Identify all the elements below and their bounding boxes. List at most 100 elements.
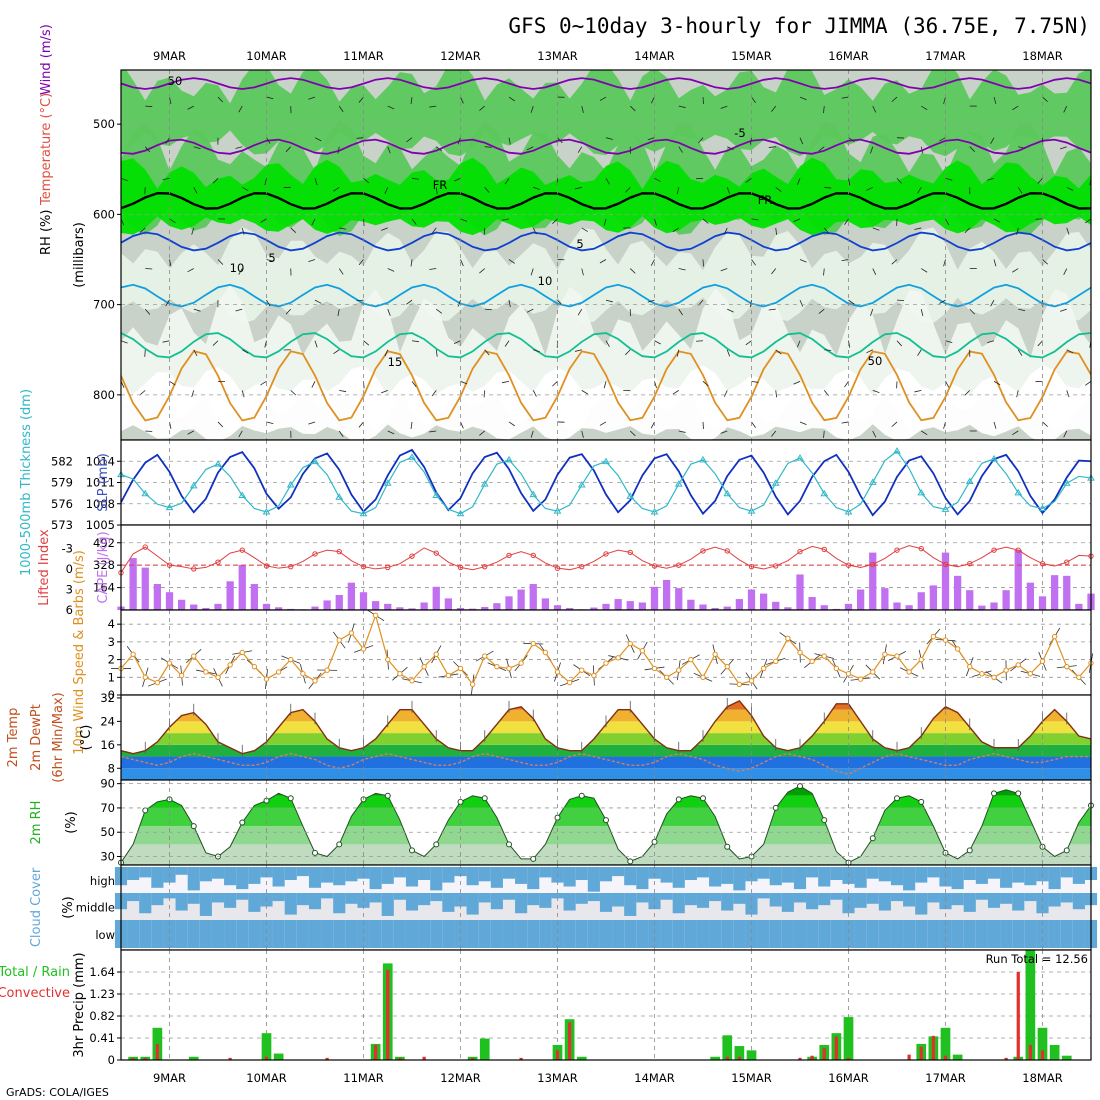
li-marker — [821, 546, 827, 553]
cloud-high-bar — [284, 867, 297, 880]
wind-barb — [1060, 308, 1067, 312]
wind-barb — [457, 299, 461, 307]
cloud-low-bar — [442, 920, 455, 948]
cloud-middle-bar — [696, 893, 710, 908]
cloud-high-bar — [587, 867, 600, 892]
cloud-middle-bar — [1048, 893, 1061, 907]
wind10-marker — [1064, 663, 1070, 670]
thickness-marker — [1014, 488, 1023, 496]
cloud-high-bar — [272, 867, 285, 887]
cape-bar — [796, 574, 804, 610]
thickness-marker — [311, 457, 319, 465]
cape-bar — [1014, 549, 1022, 610]
cloud-high-bar — [624, 867, 637, 886]
wind-barb — [678, 268, 686, 271]
day-label-bottom: 18MAR — [1022, 1071, 1062, 1085]
cloud-low-bar — [915, 920, 928, 948]
precip-convective-bar — [1028, 1044, 1032, 1060]
wind10-marker — [1027, 671, 1034, 677]
cloud-high-bar — [1000, 867, 1013, 888]
wind-barb — [314, 340, 318, 348]
cloud-high-bar — [187, 867, 200, 891]
wind-barb — [508, 137, 511, 145]
wind10-marker — [736, 681, 743, 688]
wind-barb — [508, 300, 511, 308]
cloud-middle-bar — [660, 893, 673, 900]
wind-barb — [381, 389, 388, 394]
wind-barb — [191, 390, 195, 398]
li-marker — [312, 551, 318, 557]
wind-barb — [603, 218, 607, 226]
cloud-low-bar — [1000, 920, 1013, 948]
wind-barb — [1063, 430, 1068, 438]
cloud-low-bar — [624, 920, 637, 948]
wind-barb — [818, 308, 825, 314]
rh-marker — [457, 798, 464, 805]
wind-barb — [844, 381, 849, 388]
wind10-marker — [445, 672, 452, 679]
cloud-middle-bar — [745, 893, 758, 915]
wind-barb — [264, 340, 267, 348]
wind-barb — [193, 146, 201, 150]
thickness-tick-label: 576 — [51, 497, 73, 511]
wind-barb — [139, 227, 146, 233]
wind-barb — [750, 137, 752, 145]
temp-color-band — [121, 744, 1091, 757]
cape-tick-label: 164 — [93, 581, 115, 595]
cloud-middle-bar — [769, 893, 782, 907]
wind-barb — [144, 308, 151, 315]
cloud-middle-bar — [478, 893, 491, 903]
cape-bar — [371, 601, 380, 610]
cloud-low-bar — [721, 920, 734, 948]
cloud-middle-bar — [527, 893, 540, 906]
wind10-marker — [785, 635, 791, 642]
li-marker — [166, 562, 173, 568]
wind-barb — [453, 177, 461, 182]
wind-barb — [532, 390, 537, 397]
cloud-high-bar — [527, 867, 540, 890]
wind-barb — [726, 349, 731, 357]
wind10-marker — [724, 663, 730, 670]
wind-barb — [1066, 227, 1070, 235]
cape-bar — [735, 599, 744, 610]
rh-marker — [433, 841, 440, 848]
day-label-top: 14MAR — [634, 49, 674, 63]
legend-temperature: Temperature (°C) — [39, 93, 54, 206]
wind-barb — [169, 96, 172, 105]
cloud-middle-bar — [721, 893, 734, 911]
wind-barb — [460, 96, 464, 104]
cape-bar — [905, 605, 913, 610]
precip-convective-bar — [943, 1055, 948, 1060]
precip-convective-bar — [143, 1057, 147, 1060]
cloud-middle-bar — [757, 893, 770, 899]
legend-wind: Wind (m/s) — [39, 24, 54, 95]
precip-convective-bar — [810, 1055, 814, 1060]
wind-barb — [339, 389, 347, 393]
contour-label: 5 — [268, 251, 275, 265]
wind-barb — [429, 430, 437, 433]
thickness-marker — [626, 492, 635, 499]
cape-bar — [493, 603, 501, 610]
wind-barb — [242, 186, 249, 192]
cloud-high-bar — [636, 867, 649, 890]
thickness-marker — [165, 503, 174, 511]
cape-bar — [165, 592, 174, 610]
slp-panel: 1005 573 1008 576 1011 579 1014 582 SLP (mb) 1000… — [19, 389, 1095, 576]
wind10-marker — [1039, 658, 1046, 665]
wind10-marker — [178, 672, 185, 679]
cloud-low-bar — [975, 920, 988, 948]
wind-barb — [987, 340, 995, 344]
day-label-bottom: 13MAR — [537, 1071, 577, 1085]
wind10-marker — [482, 653, 488, 659]
wind-barb — [356, 137, 364, 139]
cloud-middle-bar — [963, 893, 976, 912]
wind-barb — [987, 177, 995, 181]
cloud-low-bar — [308, 920, 322, 948]
wind-barb — [799, 259, 807, 263]
wind-barb — [1063, 105, 1068, 113]
wind-barb — [625, 187, 631, 193]
li-marker — [457, 564, 464, 571]
precip-convective-bar — [374, 1044, 378, 1060]
cloud-high-bar — [381, 867, 394, 884]
cloud-middle-bar — [1072, 893, 1085, 910]
